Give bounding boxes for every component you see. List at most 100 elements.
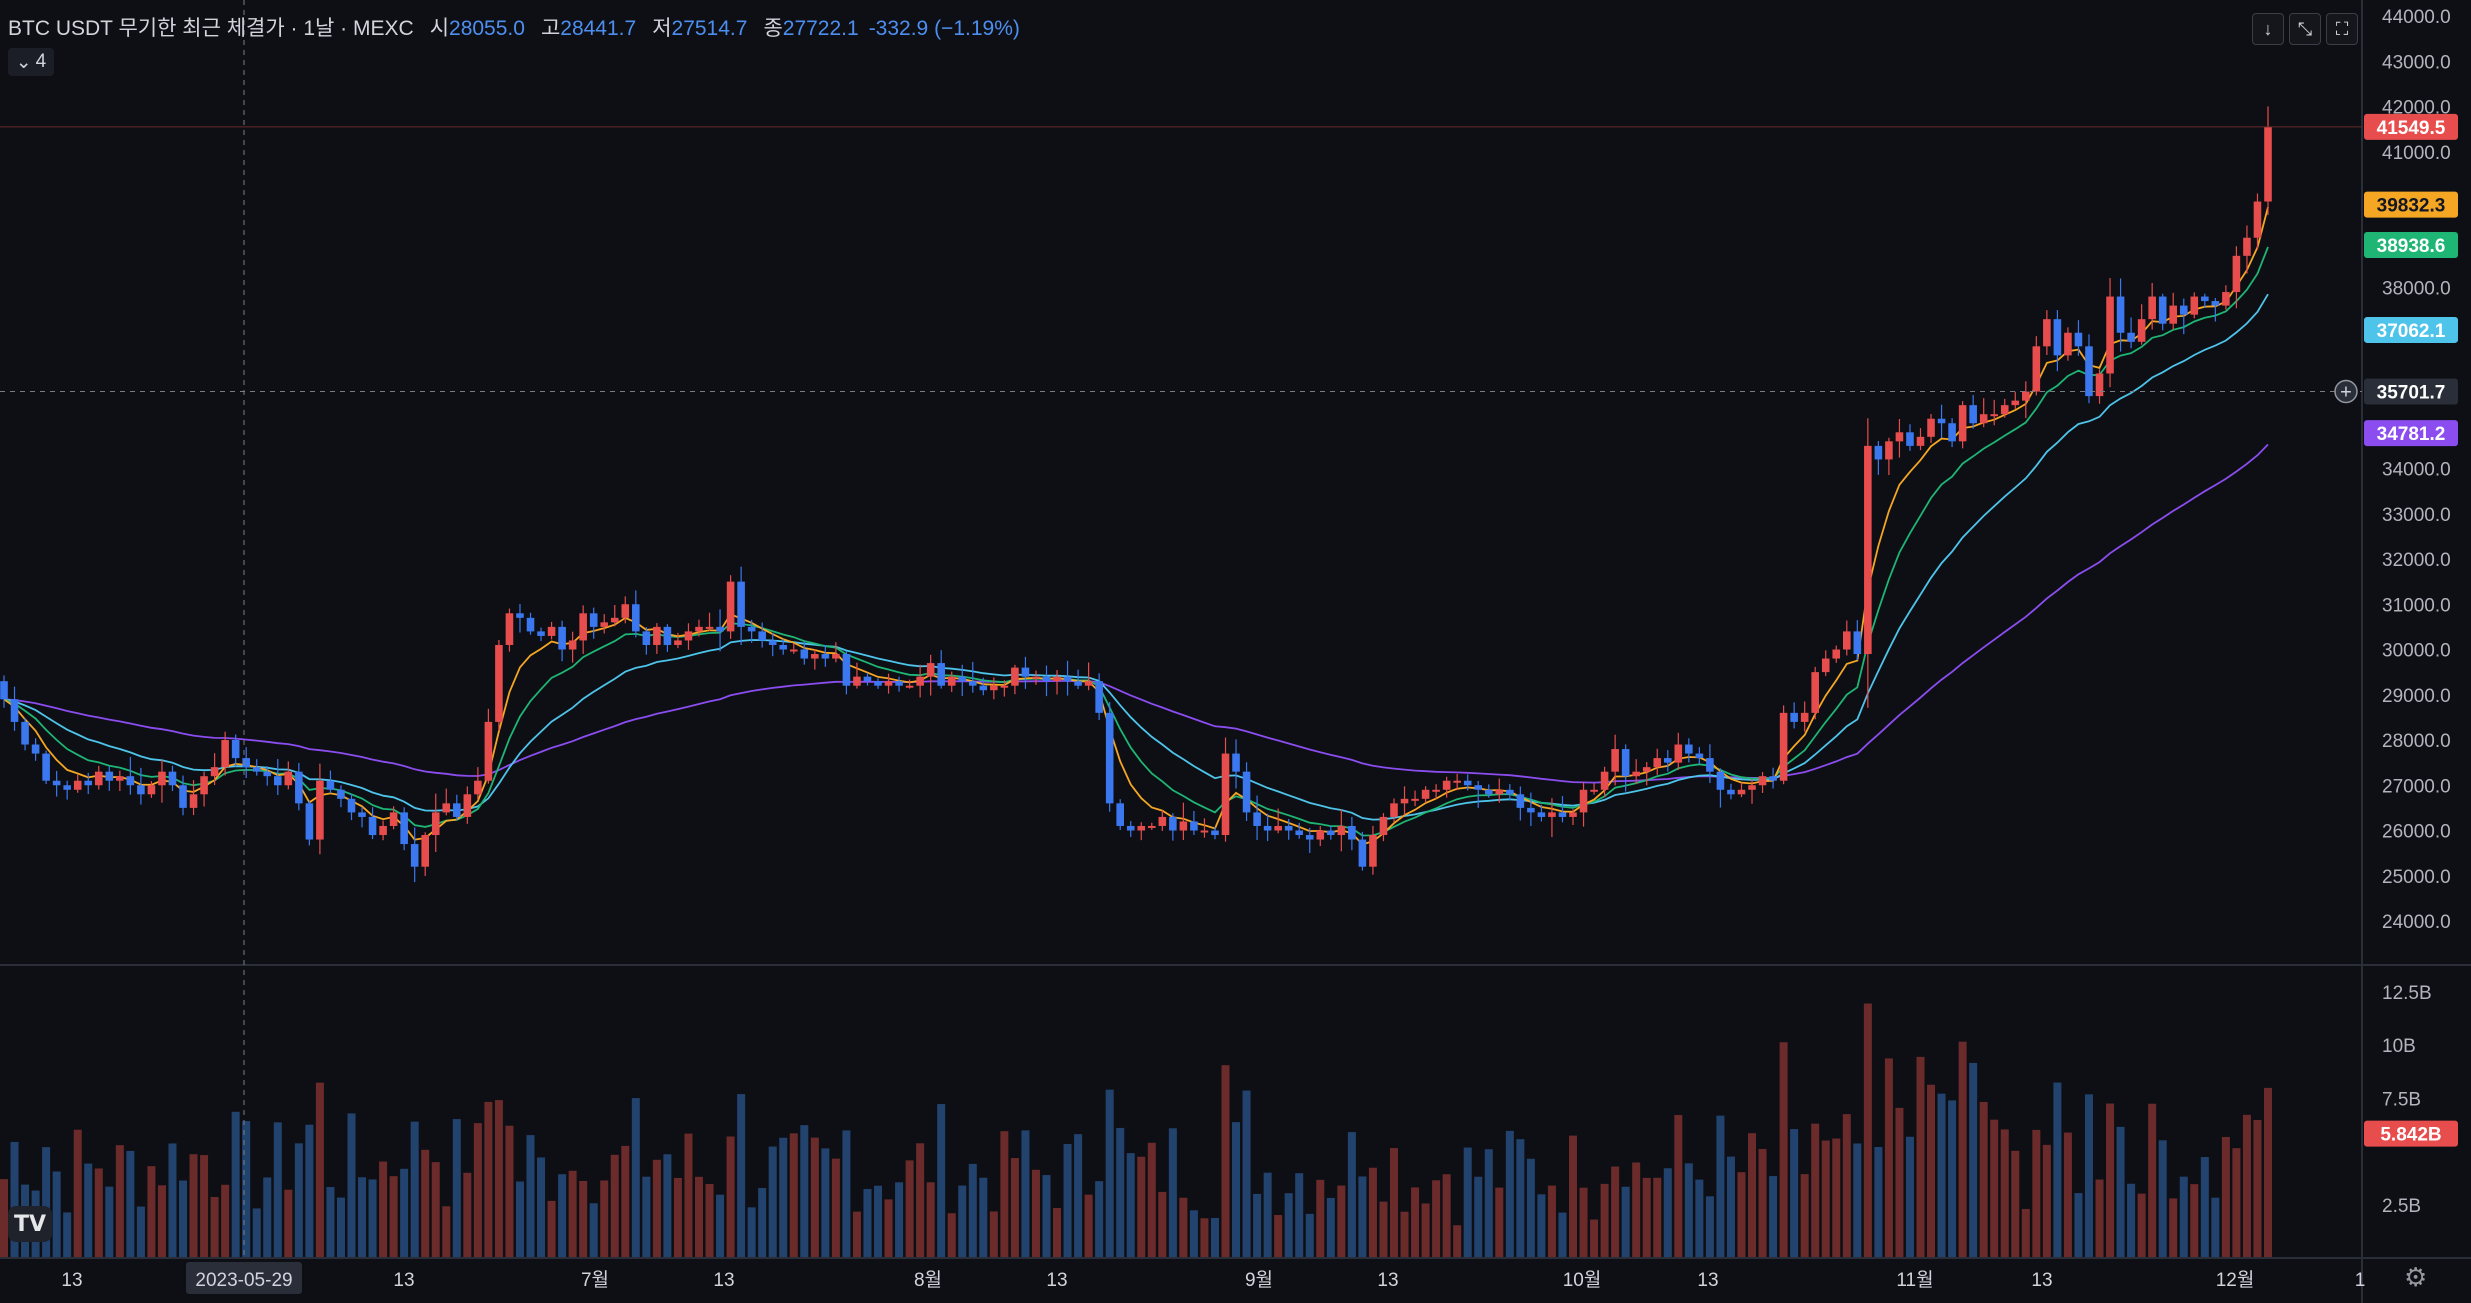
candle-body [737, 581, 745, 627]
volume-bar [1958, 1041, 1967, 1258]
collapse-button[interactable]: ⤡ [2289, 13, 2321, 45]
price-axis-badge [2364, 378, 2458, 405]
volume-bar [2169, 1198, 2178, 1258]
volume-bar [2221, 1136, 2230, 1258]
candle-body [347, 798, 356, 813]
low-value: 27514.7 [671, 17, 748, 40]
candle-body [695, 626, 703, 632]
candle-body [1811, 672, 1819, 713]
volume-bar [1031, 1169, 1040, 1258]
candle-body [2106, 296, 2114, 374]
volume-bar [484, 1101, 493, 1258]
price-axis-badge-label: 34781.2 [2377, 424, 2446, 445]
volume-bar [157, 1185, 166, 1258]
candle-body [1200, 830, 1209, 833]
candle-body [2169, 305, 2178, 324]
volume-bar [2127, 1183, 2136, 1258]
time-tick-label: 13 [1377, 1270, 1398, 1291]
tradingview-logo[interactable]: TV [8, 1206, 52, 1242]
indicators-toggle-button[interactable]: ⌄ 4 [8, 48, 54, 76]
candle-body [2137, 319, 2146, 342]
volume-bar [1748, 1133, 1757, 1258]
volume-bar [2042, 1144, 2051, 1258]
volume-bar [758, 1188, 767, 1258]
download-button[interactable]: ↓ [2252, 13, 2284, 45]
volume-bar [2179, 1176, 2188, 1258]
candle-body [1337, 825, 1346, 836]
low-label: 저 [652, 17, 672, 40]
candle-body [1011, 667, 1019, 686]
volume-bar [684, 1133, 693, 1258]
candle-body [1137, 825, 1146, 831]
candle-body [200, 776, 208, 795]
fullscreen-button[interactable]: ⛶ [2326, 13, 2358, 45]
volume-bar [1358, 1176, 1367, 1258]
volume-bar [105, 1186, 114, 1258]
candle-body [505, 613, 514, 645]
volume-bar [1821, 1140, 1830, 1258]
volume-bar [315, 1082, 324, 1258]
volume-bar [336, 1197, 345, 1258]
volume-bars [0, 1003, 2273, 1258]
candle-body [484, 721, 493, 781]
candle-body [2232, 255, 2241, 293]
volume-bar [2095, 1179, 2104, 1258]
volume-bar [526, 1135, 535, 1258]
volume-bar [1916, 1056, 1925, 1258]
candle-body [2158, 296, 2167, 324]
volume-bar [1053, 1208, 1062, 1258]
volume-bar [1274, 1215, 1283, 1258]
volume-bar [958, 1185, 967, 1258]
price-axis-badge [2364, 316, 2458, 343]
candle-body [1126, 825, 1135, 831]
candle-body [1316, 830, 1325, 840]
symbol-title[interactable]: BTC USDT 무기한 최근 체결가 · 1날 · MEXC [8, 17, 414, 40]
open-value: 28055.0 [449, 17, 525, 40]
candle-body [1506, 789, 1514, 795]
candle-body [305, 803, 314, 840]
volume-bar [231, 1111, 240, 1258]
volume-bar [431, 1162, 440, 1258]
candle-body [463, 794, 472, 817]
volume-bar [2106, 1103, 2115, 1258]
volume-bar [989, 1211, 998, 1258]
candle-body [874, 681, 882, 686]
volume-bar [1769, 1176, 1778, 1258]
candle-body [968, 681, 977, 686]
volume-bar [1863, 1003, 1872, 1258]
price-tick-label: 41000.0 [2382, 143, 2451, 164]
volume-bar [179, 1180, 188, 1258]
volume-bar [1284, 1193, 1293, 1258]
candle-body [1916, 436, 1925, 446]
volume-bar [1621, 1186, 1630, 1258]
volume-bar [600, 1180, 609, 1258]
ma-purple-line [3, 443, 2269, 784]
volume-bar [1168, 1128, 1177, 1258]
volume-bar [1695, 1179, 1704, 1258]
candle-body [832, 654, 840, 659]
volume-bar [1905, 1136, 1914, 1258]
time-tick-label: 13 [1697, 1270, 1718, 1291]
candle-body [979, 685, 988, 691]
candle-body [916, 676, 924, 686]
candle-body [1442, 780, 1451, 790]
volume-bar [1937, 1093, 1946, 1258]
volume-bar [1684, 1163, 1693, 1258]
candle-body [31, 744, 40, 754]
volume-bar [1600, 1183, 1609, 1258]
gear-icon[interactable]: ⚙ [2404, 1262, 2428, 1292]
candle-body [2074, 332, 2083, 347]
volume-bar [452, 1119, 461, 1258]
volume-bar [968, 1163, 977, 1258]
candle-body [2253, 201, 2262, 238]
volume-bar [1790, 1129, 1799, 1258]
volume-bar [305, 1124, 314, 1258]
volume-bar [673, 1177, 682, 1258]
candle-body [684, 631, 693, 641]
candle-body [168, 771, 177, 786]
price-tick-label: 34000.0 [2382, 460, 2451, 481]
candle-body [1821, 658, 1830, 673]
candle-body [600, 622, 609, 627]
candle-body [1263, 825, 1272, 831]
